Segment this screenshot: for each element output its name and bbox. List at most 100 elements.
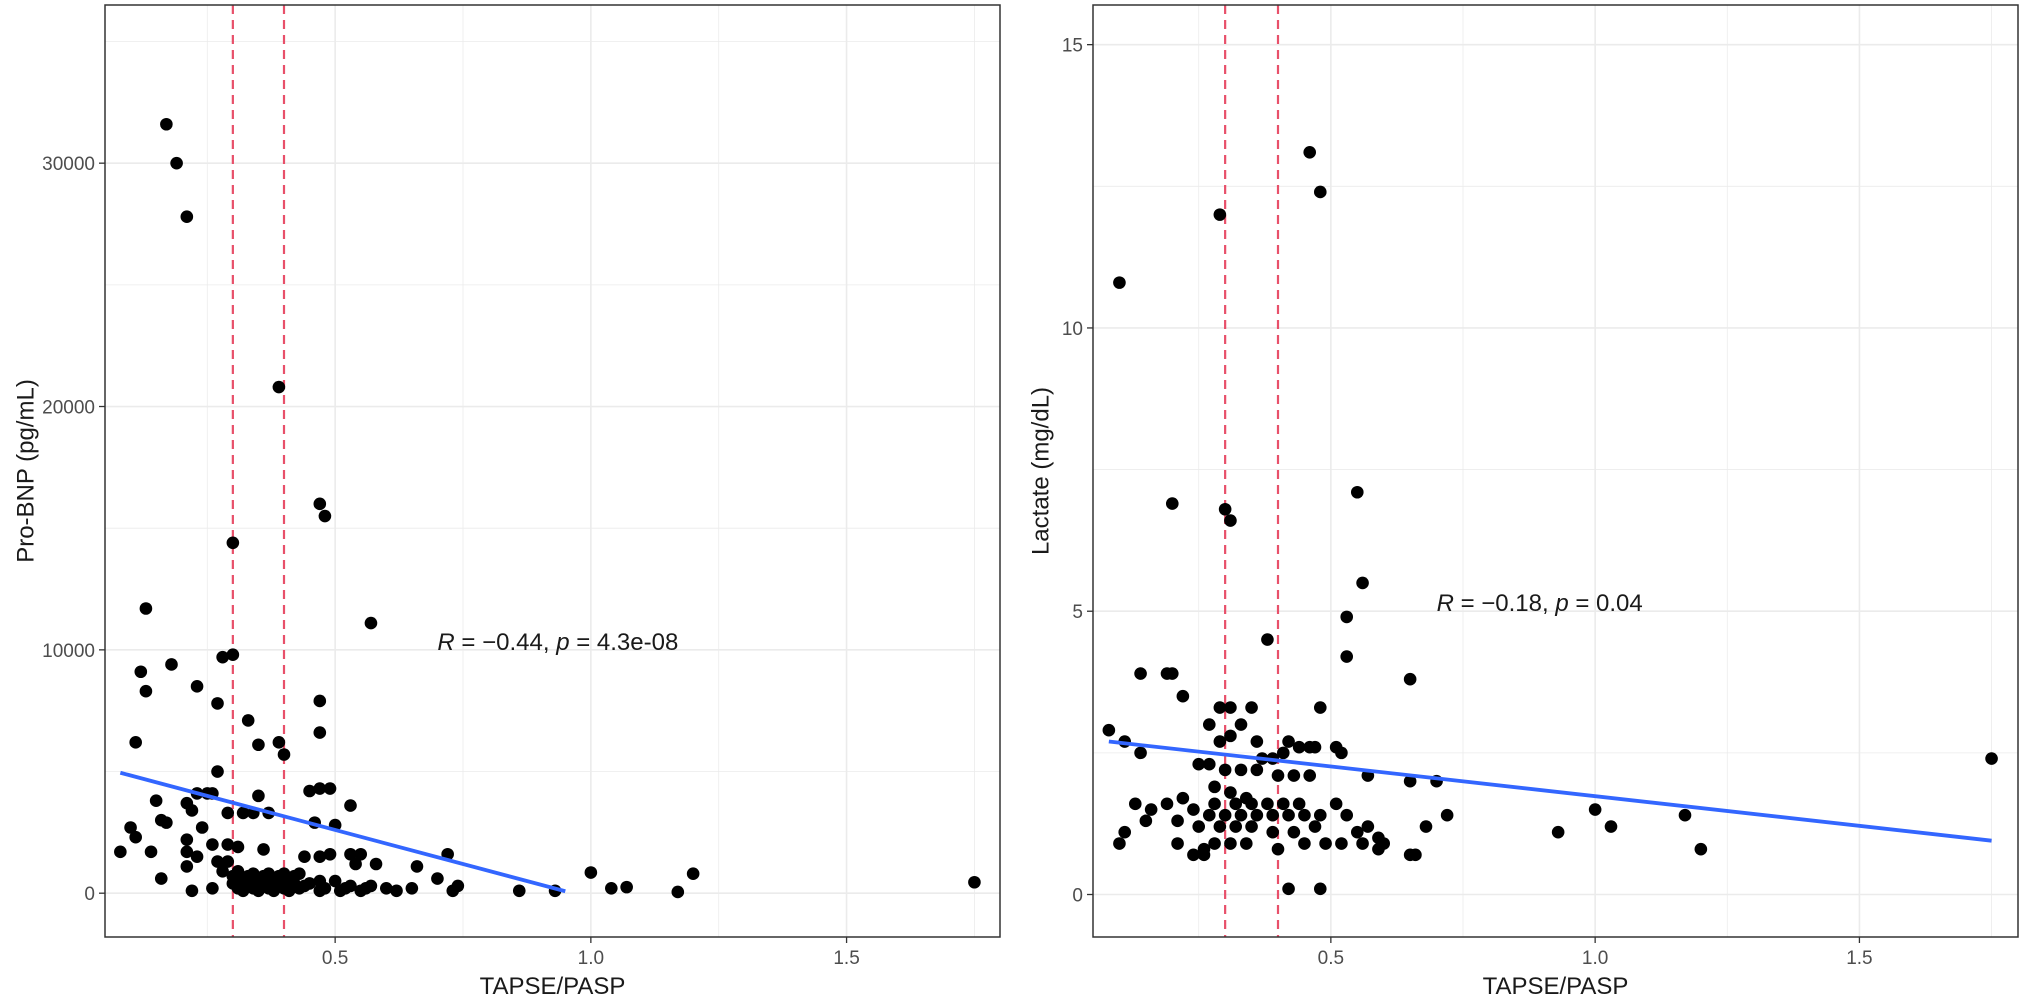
scatter-point: [180, 860, 194, 873]
scatter-point: [349, 857, 362, 871]
scatter-point: [124, 821, 137, 834]
scatter-point: [1171, 837, 1184, 850]
scatter-point: [1171, 814, 1184, 828]
scatter-point: [1160, 797, 1174, 811]
scatter-point: [1234, 763, 1248, 777]
probnp-cutoff-lines: [231, 5, 286, 937]
scatter-point: [206, 882, 219, 895]
y-tick-label: 0: [84, 884, 95, 905]
scatter-point: [1218, 502, 1232, 516]
lactate-gridlines: [1093, 5, 2018, 937]
scatter-point: [313, 726, 327, 739]
scatter-point: [221, 838, 235, 851]
scatter-point: [1202, 757, 1216, 771]
scatter-point: [313, 782, 327, 795]
x-tick-label: 1.0: [1582, 948, 1608, 969]
scatter-point: [1551, 825, 1565, 839]
scatter-point: [1335, 837, 1348, 850]
scatter-point: [328, 874, 342, 888]
scatter-point: [1224, 786, 1237, 799]
scatter-point: [1282, 882, 1295, 896]
scatter-point: [1113, 276, 1126, 289]
scatter-point: [1208, 837, 1221, 850]
scatter-point: [369, 857, 383, 871]
scatter-point: [216, 864, 229, 878]
scatter-point: [1213, 701, 1227, 714]
scatter-point: [303, 784, 316, 798]
scatter-point: [1319, 837, 1332, 850]
lactate-panel: 0.5 1.0 1.5 0 5 10 15 R = −0.18, p = 0.04 TAP…: [1027, 4, 2019, 998]
scatter-point: [1409, 848, 1422, 862]
scatter-point: [405, 882, 419, 895]
scatter-point: [1245, 820, 1258, 833]
x-tick-label: 1.5: [1846, 948, 1872, 969]
scatter-point: [1604, 820, 1618, 833]
scatter-point: [1118, 825, 1132, 839]
scatter-point: [1144, 803, 1158, 816]
scatter-point: [1440, 808, 1454, 822]
lactate-y-ticks: 0 5 10 15: [1062, 36, 1093, 907]
scatter-point: [323, 782, 337, 795]
scatter-point: [1261, 797, 1274, 811]
scatter-point: [1113, 837, 1126, 850]
scatter-point: [272, 736, 286, 749]
scatter-point: [1176, 689, 1190, 703]
scatter-point: [1245, 701, 1258, 714]
regression-line: [1108, 739, 1992, 843]
scatter-point: [134, 665, 148, 679]
scatter-point: [241, 714, 255, 727]
scatter-point: [446, 884, 460, 898]
scatter-point: [139, 602, 153, 615]
scatter-point: [1292, 797, 1306, 811]
scatter-point: [1271, 769, 1285, 782]
scatter-point: [344, 799, 357, 812]
scatter-point: [1165, 497, 1179, 510]
scatter-point: [252, 884, 265, 898]
scatter-point: [1276, 746, 1290, 760]
scatter-point: [1340, 610, 1354, 624]
scatter-point: [1128, 797, 1142, 811]
scatter-point: [313, 884, 327, 898]
scatter-point: [129, 736, 142, 749]
scatter-point: [1287, 769, 1301, 782]
scatter-point: [190, 680, 204, 693]
scatter-point: [1303, 769, 1317, 782]
lactate-panel-border: [1092, 4, 2019, 938]
scatter-point: [1419, 820, 1433, 833]
scatter-point: [1202, 718, 1216, 731]
scatter-point: [1218, 808, 1232, 822]
scatter-point: [1234, 718, 1248, 731]
scatter-point: [1250, 735, 1264, 748]
scatter-point: [1372, 842, 1385, 856]
scatter-point: [1356, 837, 1369, 850]
y-tick-label: 30000: [42, 154, 95, 175]
scatter-point: [1340, 808, 1354, 822]
scatter-point: [1313, 882, 1327, 896]
scatter-point: [211, 765, 224, 778]
scatter-point: [277, 748, 291, 761]
x-tick-label: 1.0: [578, 948, 604, 969]
scatter-point: [1985, 752, 1998, 765]
lactate-x-ticks: 0.5 1.0 1.5: [1318, 937, 1873, 969]
scatter-point: [323, 847, 337, 861]
scatter-point: [211, 855, 224, 868]
scatter-point: [1213, 735, 1227, 748]
scatter-point: [1250, 763, 1264, 777]
scatter-point: [1308, 740, 1322, 754]
scatter-point: [221, 806, 235, 820]
scatter-point: [1245, 797, 1258, 811]
scatter-point: [160, 117, 173, 131]
scatter-point: [686, 867, 700, 881]
scatter-point: [354, 847, 368, 861]
scatter-point: [512, 884, 526, 898]
scatter-point: [154, 872, 168, 885]
scatter-point: [1234, 808, 1248, 822]
scatter-point: [1282, 808, 1295, 822]
scatter-point: [293, 882, 306, 895]
probnp-fit-line: [119, 770, 566, 894]
scatter-point: [605, 882, 618, 895]
lactate-correlation-annotation: R = −0.18, p = 0.04: [1437, 590, 1643, 617]
x-tick-label: 0.5: [322, 948, 348, 969]
scatter-point: [1187, 848, 1200, 862]
